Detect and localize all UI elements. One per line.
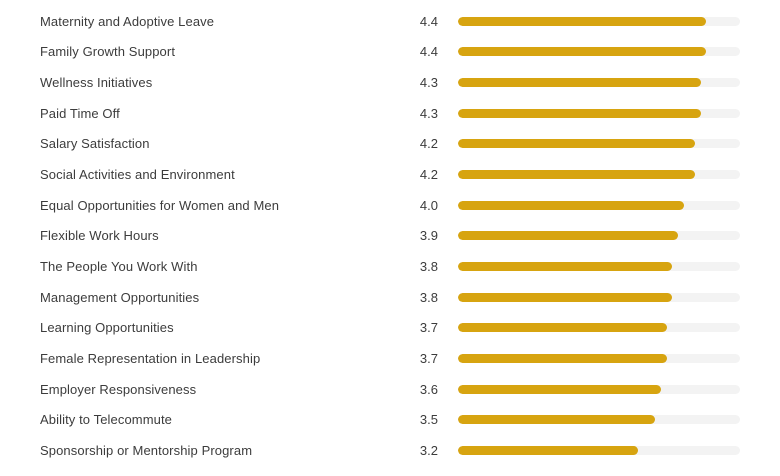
- rating-value: 3.5: [419, 412, 438, 428]
- category-label: Wellness Initiatives: [40, 75, 153, 91]
- bar-fill: [458, 354, 667, 364]
- chart-row: The People You Work With 3.8: [0, 251, 780, 282]
- rating-value: 3.8: [419, 259, 438, 275]
- category-label: Sponsorship or Mentorship Program: [40, 443, 253, 459]
- category-label: The People You Work With: [40, 259, 198, 275]
- rating-value: 3.2: [419, 443, 438, 459]
- bar-track: [458, 415, 740, 425]
- chart-row: Female Representation in Leadership 3.7: [0, 343, 780, 374]
- category-label: Ability to Telecommute: [40, 412, 173, 428]
- category-label: Employer Responsiveness: [40, 381, 197, 397]
- bar-fill: [458, 231, 678, 241]
- bar-fill: [458, 78, 701, 88]
- bar-track: [458, 292, 740, 302]
- bar-track: [458, 446, 740, 456]
- rating-value: 3.9: [419, 228, 438, 244]
- chart-row: Learning Opportunities 3.7: [0, 313, 780, 344]
- bar-fill: [458, 323, 667, 333]
- rating-value: 3.7: [419, 320, 438, 336]
- bar-fill: [458, 200, 684, 210]
- bar-fill: [458, 16, 707, 26]
- bar-fill: [458, 108, 701, 118]
- bar-track: [458, 108, 740, 118]
- bar-fill: [458, 47, 707, 57]
- rating-value: 3.8: [419, 289, 438, 305]
- rating-value: 3.7: [419, 351, 438, 367]
- rating-value: 4.0: [419, 197, 438, 213]
- bar-fill: [458, 415, 656, 425]
- category-label: Equal Opportunities for Women and Men: [40, 197, 280, 213]
- rating-value: 4.2: [419, 167, 438, 183]
- category-label: Social Activities and Environment: [40, 167, 235, 183]
- chart-row: Salary Satisfaction 4.2: [0, 129, 780, 160]
- chart-row: Flexible Work Hours 3.9: [0, 221, 780, 252]
- chart-row: Equal Opportunities for Women and Men 4.…: [0, 190, 780, 221]
- chart-row: Management Opportunities 3.8: [0, 282, 780, 313]
- category-label: Flexible Work Hours: [40, 228, 159, 244]
- category-label: Salary Satisfaction: [40, 136, 150, 152]
- bar-track: [458, 231, 740, 241]
- bar-fill: [458, 262, 673, 272]
- rating-value: 4.3: [419, 75, 438, 91]
- chart-row: Sponsorship or Mentorship Program 3.2: [0, 435, 780, 466]
- rating-value: 3.6: [419, 381, 438, 397]
- category-label: Maternity and Adoptive Leave: [40, 13, 215, 29]
- rating-value: 4.3: [419, 105, 438, 121]
- category-label: Family Growth Support: [40, 44, 176, 60]
- bar-fill: [458, 139, 695, 149]
- chart-row: Ability to Telecommute 3.5: [0, 405, 780, 436]
- category-label: Learning Opportunities: [40, 320, 174, 336]
- chart-row: Maternity and Adoptive Leave 4.4: [0, 6, 780, 37]
- category-label: Female Representation in Leadership: [40, 351, 261, 367]
- chart-row: Paid Time Off 4.3: [0, 98, 780, 129]
- category-label: Paid Time Off: [40, 105, 120, 121]
- bar-track: [458, 354, 740, 364]
- bar-fill: [458, 446, 639, 456]
- rating-value: 4.2: [419, 136, 438, 152]
- bar-track: [458, 262, 740, 272]
- bar-track: [458, 384, 740, 394]
- bar-track: [458, 78, 740, 88]
- bar-fill: [458, 292, 673, 302]
- chart-row: Wellness Initiatives 4.3: [0, 67, 780, 98]
- rating-value: 4.4: [419, 44, 438, 60]
- bar-track: [458, 200, 740, 210]
- bar-fill: [458, 384, 662, 394]
- chart-row: Social Activities and Environment 4.2: [0, 159, 780, 190]
- chart-row: Employer Responsiveness 3.6: [0, 374, 780, 405]
- rating-value: 4.4: [419, 13, 438, 29]
- bar-track: [458, 139, 740, 149]
- bar-track: [458, 323, 740, 333]
- bar-track: [458, 170, 740, 180]
- bar-track: [458, 47, 740, 57]
- bar-fill: [458, 170, 695, 180]
- category-label: Management Opportunities: [40, 289, 200, 305]
- bar-track: [458, 16, 740, 26]
- chart-row: Family Growth Support 4.4: [0, 37, 780, 68]
